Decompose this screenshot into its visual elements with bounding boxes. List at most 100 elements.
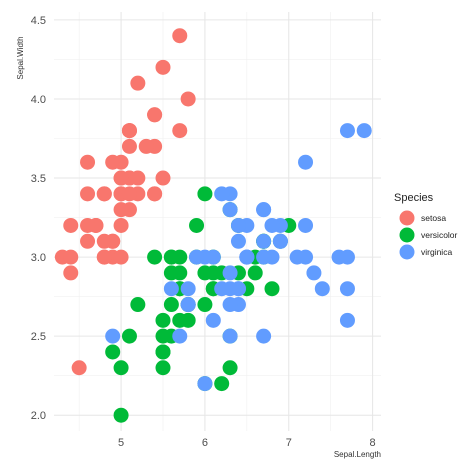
legend-title: Species <box>394 192 434 204</box>
point-versicolor <box>130 297 146 313</box>
x-tick-label: 7 <box>286 437 292 449</box>
point-setosa <box>121 186 137 202</box>
x-tick-label: 6 <box>202 437 208 449</box>
point-virginica <box>356 123 372 139</box>
point-setosa <box>130 170 146 186</box>
point-versicolor <box>113 407 129 423</box>
point-virginica <box>264 217 280 233</box>
point-versicolor <box>155 312 171 328</box>
point-versicolor <box>197 186 213 202</box>
point-virginica <box>298 154 314 170</box>
x-tick-label: 8 <box>370 437 376 449</box>
point-virginica <box>197 376 213 392</box>
point-virginica <box>272 233 288 249</box>
point-setosa <box>96 249 112 265</box>
point-setosa <box>121 123 137 139</box>
point-virginica <box>306 265 322 281</box>
point-versicolor <box>264 281 280 297</box>
point-virginica <box>339 249 355 265</box>
y-axis-title: Sepal.Width <box>16 36 25 79</box>
point-virginica <box>256 202 272 218</box>
point-setosa <box>105 154 121 170</box>
point-setosa <box>63 265 79 281</box>
point-virginica <box>222 281 238 297</box>
point-virginica <box>222 202 238 218</box>
point-setosa <box>80 233 96 249</box>
point-versicolor <box>180 312 196 328</box>
point-virginica <box>256 233 272 249</box>
point-virginica <box>298 249 314 265</box>
x-axis-title: Sepal.Length <box>334 450 381 459</box>
point-versicolor <box>172 249 188 265</box>
point-virginica <box>230 233 246 249</box>
point-setosa <box>105 233 121 249</box>
point-setosa <box>80 154 96 170</box>
point-setosa <box>155 59 171 75</box>
point-virginica <box>189 249 205 265</box>
point-virginica <box>239 249 255 265</box>
y-tick-label: 2.5 <box>31 331 46 343</box>
legend-label-versicolor: versicolor <box>421 230 458 240</box>
point-versicolor <box>197 265 213 281</box>
point-setosa <box>180 91 196 107</box>
grid-lines <box>54 12 381 431</box>
y-tick-label: 2.0 <box>31 410 46 422</box>
point-setosa <box>155 170 171 186</box>
y-tick-label: 3.5 <box>31 173 46 185</box>
point-versicolor <box>163 297 179 313</box>
point-versicolor <box>155 360 171 376</box>
point-virginica <box>180 281 196 297</box>
point-virginica <box>314 281 330 297</box>
point-setosa <box>80 217 96 233</box>
point-setosa <box>147 107 163 123</box>
point-virginica <box>180 297 196 313</box>
point-versicolor <box>247 265 263 281</box>
point-versicolor <box>172 265 188 281</box>
point-virginica <box>222 297 238 313</box>
point-virginica <box>222 328 238 344</box>
point-setosa <box>147 186 163 202</box>
point-versicolor <box>113 360 129 376</box>
point-versicolor <box>214 376 230 392</box>
legend-key-virginica <box>399 244 415 260</box>
y-tick-label: 4.5 <box>31 15 46 27</box>
point-setosa <box>63 217 79 233</box>
legend-key-setosa <box>399 210 415 226</box>
point-setosa <box>172 28 188 44</box>
legend-label-virginica: virginica <box>421 247 452 257</box>
data-points <box>54 28 372 423</box>
point-versicolor <box>189 217 205 233</box>
point-virginica <box>205 312 221 328</box>
point-setosa <box>172 123 188 139</box>
point-setosa <box>96 186 112 202</box>
point-versicolor <box>222 360 238 376</box>
point-virginica <box>339 123 355 139</box>
point-setosa <box>121 138 137 154</box>
point-virginica <box>105 328 121 344</box>
point-versicolor <box>105 344 121 360</box>
point-setosa <box>80 186 96 202</box>
point-virginica <box>230 217 246 233</box>
point-virginica <box>298 217 314 233</box>
point-setosa <box>138 138 154 154</box>
point-versicolor <box>121 328 137 344</box>
point-setosa <box>113 202 129 218</box>
point-virginica <box>222 265 238 281</box>
point-setosa <box>113 170 129 186</box>
point-virginica <box>339 281 355 297</box>
point-versicolor <box>155 344 171 360</box>
legend-key-versicolor <box>399 227 415 243</box>
point-virginica <box>163 281 179 297</box>
y-axis-ticks: 2.0 2.5 3.0 3.5 4.0 4.5 <box>31 15 46 422</box>
legend: Species setosa versicolor virginica <box>394 192 458 260</box>
legend-label-setosa: setosa <box>421 213 446 223</box>
point-setosa <box>63 249 79 265</box>
point-virginica <box>214 186 230 202</box>
point-setosa <box>113 217 129 233</box>
point-setosa <box>71 360 87 376</box>
point-virginica <box>256 249 272 265</box>
x-tick-label: 5 <box>118 437 124 449</box>
point-setosa <box>130 75 146 91</box>
point-versicolor <box>197 297 213 313</box>
